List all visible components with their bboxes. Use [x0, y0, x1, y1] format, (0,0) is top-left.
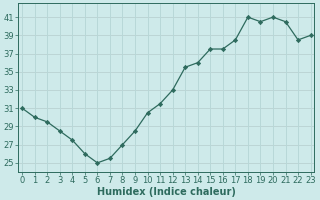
X-axis label: Humidex (Indice chaleur): Humidex (Indice chaleur): [97, 187, 236, 197]
